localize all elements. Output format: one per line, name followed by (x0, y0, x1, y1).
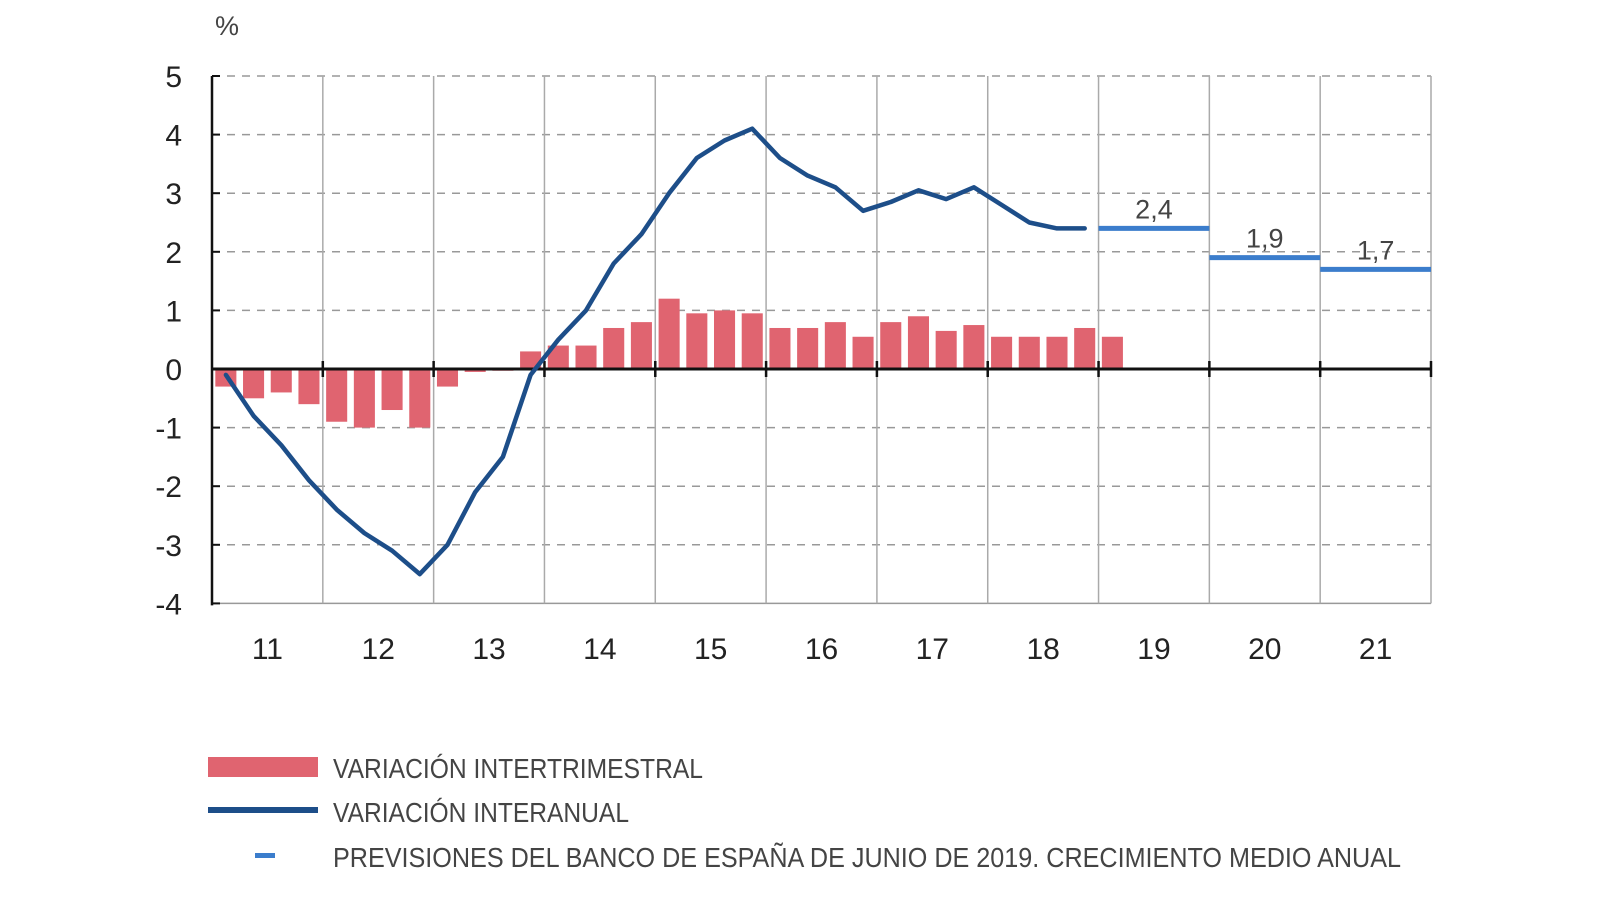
bar (381, 369, 403, 411)
x-tick-label: 12 (362, 633, 395, 666)
bar (714, 310, 736, 369)
bar (741, 313, 763, 369)
forecast-steps: 2,4 1,9 1,7 (1098, 194, 1431, 272)
legend: VARIACIÓN INTERTRIMESTRAL VARIACIÓN INTE… (208, 753, 1401, 873)
forecast-label: 1,9 (1246, 224, 1284, 254)
legend-label-intertrimestral: VARIACIÓN INTERTRIMESTRAL (333, 753, 703, 784)
x-tick-label: 16 (805, 633, 838, 666)
bar (852, 336, 874, 369)
bar (547, 345, 569, 369)
forecast-label: 2,4 (1135, 194, 1173, 224)
bar (686, 313, 708, 369)
bar (1101, 336, 1123, 369)
bar (243, 369, 265, 399)
y-unit-label: % (215, 11, 239, 41)
bar (1046, 336, 1068, 369)
bar (658, 298, 680, 369)
x-tick-label: 19 (1137, 633, 1170, 666)
legend-swatch-bar (208, 757, 318, 777)
legend-label-interanual: VARIACIÓN INTERANUAL (333, 797, 629, 828)
legend-swatch-line (208, 807, 318, 813)
bar (769, 327, 791, 369)
y-tick-label: 5 (165, 61, 182, 94)
bar (797, 327, 819, 369)
bar (824, 322, 846, 369)
x-tick-label: 11 (252, 633, 283, 666)
x-tick-label: 20 (1248, 633, 1281, 666)
x-tick-label: 13 (472, 633, 505, 666)
bar (270, 369, 292, 393)
bars-intertrimestral (215, 298, 1123, 428)
bar (575, 345, 597, 369)
y-tick-label: 2 (165, 237, 182, 270)
x-tick-label: 14 (583, 633, 616, 666)
x-tick-label: 18 (1026, 633, 1059, 666)
x-tick-label: 15 (694, 633, 727, 666)
line-path (223, 126, 1087, 577)
legend-swatch-forecast (255, 853, 275, 858)
bar (603, 327, 625, 369)
x-tick-label: 17 (916, 633, 949, 666)
bar (630, 322, 652, 369)
bar (326, 369, 348, 422)
legend-label-previsiones: PREVISIONES DEL BANCO DE ESPAÑA DE JUNIO… (333, 842, 1401, 873)
bar (963, 325, 985, 369)
bar (935, 330, 957, 369)
bar (1074, 327, 1096, 369)
y-tick-label: 0 (165, 354, 182, 387)
y-tick-label: -4 (155, 588, 182, 621)
axes (210, 75, 1433, 606)
y-tick-label: -3 (155, 530, 182, 563)
y-tick-label: 4 (165, 120, 182, 153)
bar (880, 322, 902, 369)
forecast-label: 1,7 (1357, 235, 1395, 265)
y-tick-label: 3 (165, 178, 182, 211)
bar (991, 336, 1013, 369)
bar (353, 369, 375, 428)
grid (212, 75, 1432, 605)
bar (907, 316, 929, 369)
bar (298, 369, 320, 405)
bar (409, 369, 431, 428)
bar (1018, 336, 1040, 369)
y-tick-label: -1 (155, 413, 182, 446)
bar (436, 369, 459, 387)
line-interanual (223, 126, 1087, 577)
x-tick-label: 21 (1359, 633, 1392, 666)
y-tick-label: 1 (165, 295, 182, 328)
y-tick-label: -2 (155, 471, 182, 504)
